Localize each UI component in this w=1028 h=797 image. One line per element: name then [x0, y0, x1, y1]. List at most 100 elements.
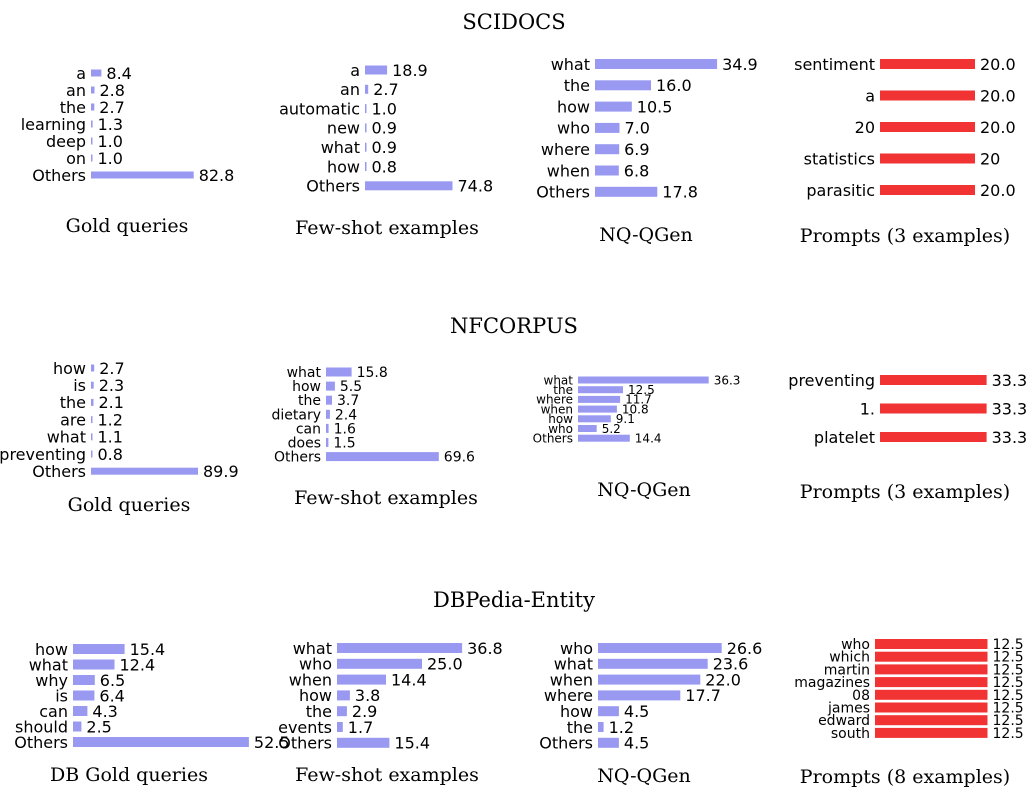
value-label: 22.0: [705, 670, 741, 689]
category-label: events: [278, 718, 332, 737]
value-label: 4.5: [624, 734, 649, 753]
bar: [73, 706, 88, 716]
bar: [337, 690, 350, 701]
panel-caption: Few-shot examples: [294, 487, 478, 509]
bar: [598, 706, 619, 717]
value-label: 36.8: [467, 639, 503, 658]
category-label: 08: [852, 688, 870, 704]
bar: [91, 450, 93, 458]
category-label: on: [66, 149, 86, 168]
value-label: 20.0: [980, 55, 1016, 74]
bar: [91, 120, 93, 128]
value-label: 1.0: [372, 99, 397, 118]
panel-caption: Gold queries: [68, 494, 191, 516]
category-label: new: [327, 119, 360, 138]
bar: [365, 142, 367, 152]
bar: [578, 376, 709, 384]
value-label: 12.5: [993, 726, 1024, 742]
category-label: which: [829, 650, 870, 666]
bar: [337, 643, 463, 653]
bar: [91, 364, 95, 372]
bar: [365, 104, 367, 114]
value-label: 15.4: [130, 640, 166, 659]
panel-scidocs-2: what 34.9 the 16.0 how 10.5 who 7.0 where 6.9 when…: [536, 55, 757, 246]
panel-dbpedia-entity-11: who 12.5 which 12.5 martin 12.5 magazines 12.5 0…: [794, 637, 1023, 788]
value-label: 20.0: [980, 118, 1016, 137]
category-label: Others: [539, 734, 593, 753]
category-label: does: [288, 436, 321, 452]
bar: [578, 405, 617, 413]
category-label: can: [296, 421, 321, 437]
category-label: Others: [32, 166, 86, 185]
value-label: 4.5: [624, 702, 649, 721]
category-label: edward: [818, 713, 870, 729]
bar: [365, 162, 367, 171]
category-label: Others: [274, 450, 321, 466]
value-label: 33.3: [992, 399, 1028, 418]
bar: [91, 171, 194, 179]
bar: [73, 659, 115, 670]
value-label: 34.9: [722, 55, 758, 74]
value-label: 0.8: [98, 445, 123, 464]
category-label: who: [548, 422, 573, 436]
category-label: where: [536, 393, 573, 407]
category-label: how: [560, 702, 593, 721]
value-label: 1.1: [98, 428, 123, 447]
value-label: 12.5: [628, 383, 655, 397]
bar: [875, 715, 988, 726]
panel-nfcorpus-5: what 15.8 how 5.5 the 3.7 dietary 2.4 can 1.6 does…: [272, 365, 478, 509]
value-label: 12.5: [993, 675, 1024, 691]
bar: [595, 186, 658, 197]
bar: [91, 137, 93, 145]
category-label: the: [567, 718, 593, 737]
panel-caption: Few-shot examples: [295, 764, 479, 786]
bar: [598, 722, 604, 732]
bar: [880, 153, 975, 164]
bar: [337, 658, 422, 669]
bar: [880, 403, 987, 414]
category-label: who: [557, 119, 590, 138]
category-label: who: [841, 637, 870, 653]
category-label: dietary: [272, 407, 322, 423]
panel-dbpedia-entity-10: who 26.6 what 23.6 when 22.0 where 17.7 how 4.5 th…: [539, 639, 762, 787]
value-label: 8.4: [106, 64, 131, 83]
bar: [73, 737, 249, 747]
bar: [73, 644, 125, 654]
panel-nfcorpus-7: preventing 33.3 1. 33.3 platelet 33.3 Prompts …: [788, 371, 1027, 503]
value-label: 1.2: [609, 718, 634, 737]
value-label: 2.3: [99, 376, 124, 395]
bar: [91, 467, 198, 475]
category-label: what: [47, 428, 86, 447]
bar: [326, 423, 329, 433]
section-title-dbpedia-entity: DBPedia-Entity: [433, 588, 595, 612]
value-label: 1.5: [333, 436, 355, 452]
category-label: how: [548, 412, 573, 426]
value-label: 2.7: [99, 98, 124, 117]
category-label: how: [35, 640, 68, 659]
panel-caption: Prompts (3 examples): [800, 481, 1010, 503]
category-label: statistics: [804, 149, 875, 168]
bar: [598, 674, 701, 685]
category-label: is: [73, 376, 86, 395]
value-label: 26.6: [727, 639, 763, 658]
value-label: 15.4: [394, 734, 430, 753]
category-label: learning: [21, 115, 86, 134]
value-label: 14.4: [635, 432, 662, 446]
value-label: 20.0: [980, 181, 1016, 200]
panel-dbpedia-entity-8: how 15.4 what 12.4 why 6.5 is 6.4 can 4.3 should 2.…: [14, 640, 289, 786]
value-label: 1.7: [348, 718, 373, 737]
value-label: 33.3: [992, 371, 1028, 390]
bar: [595, 122, 620, 133]
category-label: is: [55, 686, 68, 705]
bar: [880, 432, 987, 442]
bar: [875, 689, 988, 700]
category-label: what: [554, 655, 593, 674]
category-label: 20: [855, 118, 875, 137]
bar: [326, 438, 329, 447]
bar: [875, 727, 988, 738]
value-label: 25.0: [427, 655, 463, 674]
bar: [595, 80, 651, 91]
category-label: what: [321, 138, 360, 157]
bar: [365, 181, 453, 191]
category-label: Others: [14, 733, 68, 752]
